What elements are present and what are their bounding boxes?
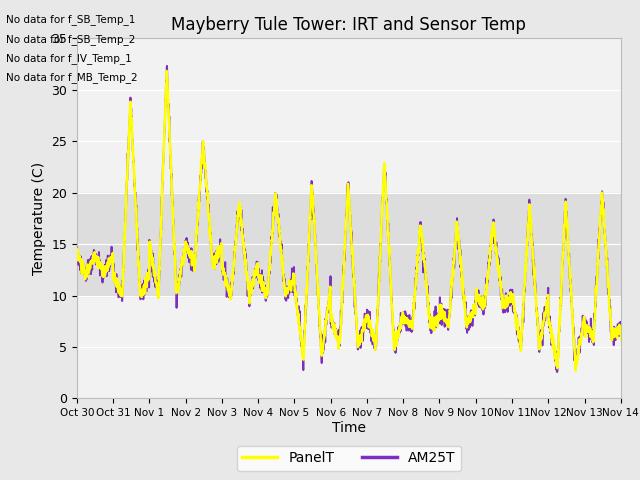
Y-axis label: Temperature (C): Temperature (C) [31, 162, 45, 275]
Bar [77, 192, 621, 296]
Title: Mayberry Tule Tower: IRT and Sensor Temp: Mayberry Tule Tower: IRT and Sensor Temp [172, 16, 526, 34]
Text: No data for f_SB_Temp_2: No data for f_SB_Temp_2 [6, 34, 136, 45]
Text: No data for f_MB_Temp_2: No data for f_MB_Temp_2 [6, 72, 138, 83]
Legend: PanelT, AM25T: PanelT, AM25T [237, 445, 461, 471]
Text: No data for f_SB_Temp_1: No data for f_SB_Temp_1 [6, 14, 136, 25]
Text: No data for f_IV_Temp_1: No data for f_IV_Temp_1 [6, 53, 132, 64]
X-axis label: Time: Time [332, 421, 366, 435]
